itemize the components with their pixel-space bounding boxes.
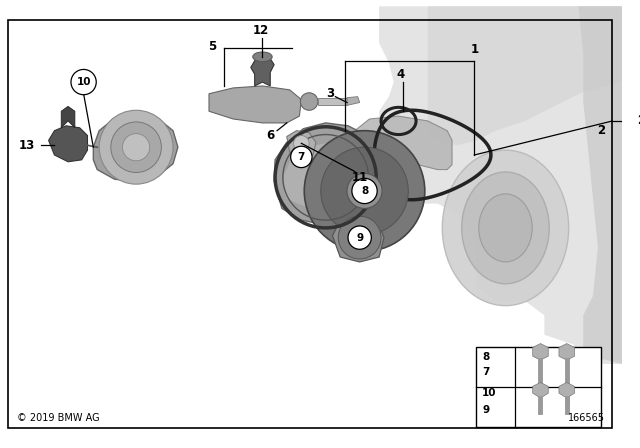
Polygon shape — [93, 114, 178, 181]
Circle shape — [348, 226, 371, 249]
Bar — [476, 348, 601, 427]
Circle shape — [347, 173, 382, 208]
Circle shape — [352, 178, 377, 203]
Text: © 2019 BMW AG: © 2019 BMW AG — [17, 414, 100, 423]
Text: 9: 9 — [482, 405, 490, 415]
Text: 13: 13 — [19, 139, 35, 152]
Polygon shape — [532, 383, 548, 398]
Polygon shape — [284, 143, 364, 211]
Text: 6: 6 — [266, 129, 275, 142]
Text: 166565: 166565 — [568, 414, 605, 423]
Ellipse shape — [442, 150, 569, 306]
Circle shape — [321, 147, 408, 235]
Text: 11: 11 — [351, 171, 368, 184]
Polygon shape — [559, 344, 575, 360]
Polygon shape — [379, 6, 622, 364]
Text: 7: 7 — [298, 152, 305, 162]
Polygon shape — [579, 6, 622, 364]
Circle shape — [300, 93, 318, 110]
Text: 2: 2 — [596, 124, 605, 137]
Polygon shape — [332, 216, 384, 262]
Text: 3: 3 — [326, 87, 335, 100]
Text: 1: 1 — [470, 43, 479, 56]
Text: 10: 10 — [76, 77, 91, 87]
Polygon shape — [347, 97, 360, 105]
Polygon shape — [49, 126, 88, 162]
Text: 9: 9 — [356, 233, 364, 243]
Text: 2: 2 — [637, 114, 640, 128]
Circle shape — [111, 122, 161, 172]
Polygon shape — [251, 57, 274, 86]
Text: 8: 8 — [482, 352, 490, 362]
Polygon shape — [355, 116, 452, 169]
Polygon shape — [209, 86, 301, 123]
Ellipse shape — [253, 52, 272, 62]
Text: 8: 8 — [361, 186, 368, 196]
Circle shape — [71, 69, 96, 95]
Circle shape — [339, 216, 381, 259]
Polygon shape — [532, 344, 548, 360]
Circle shape — [291, 146, 312, 168]
Polygon shape — [287, 131, 316, 158]
Text: 4: 4 — [396, 68, 404, 81]
Ellipse shape — [479, 194, 532, 262]
Text: 12: 12 — [252, 24, 269, 37]
Text: 5: 5 — [208, 39, 216, 52]
Circle shape — [356, 183, 372, 199]
Polygon shape — [274, 123, 384, 225]
Ellipse shape — [461, 172, 549, 284]
Bar — [318, 98, 347, 105]
Text: 10: 10 — [482, 388, 497, 398]
Polygon shape — [61, 106, 75, 128]
Circle shape — [304, 131, 425, 251]
Circle shape — [122, 134, 150, 161]
Polygon shape — [559, 383, 575, 398]
Polygon shape — [428, 6, 622, 145]
Circle shape — [99, 110, 173, 184]
Text: 7: 7 — [482, 367, 490, 377]
Circle shape — [294, 136, 309, 151]
